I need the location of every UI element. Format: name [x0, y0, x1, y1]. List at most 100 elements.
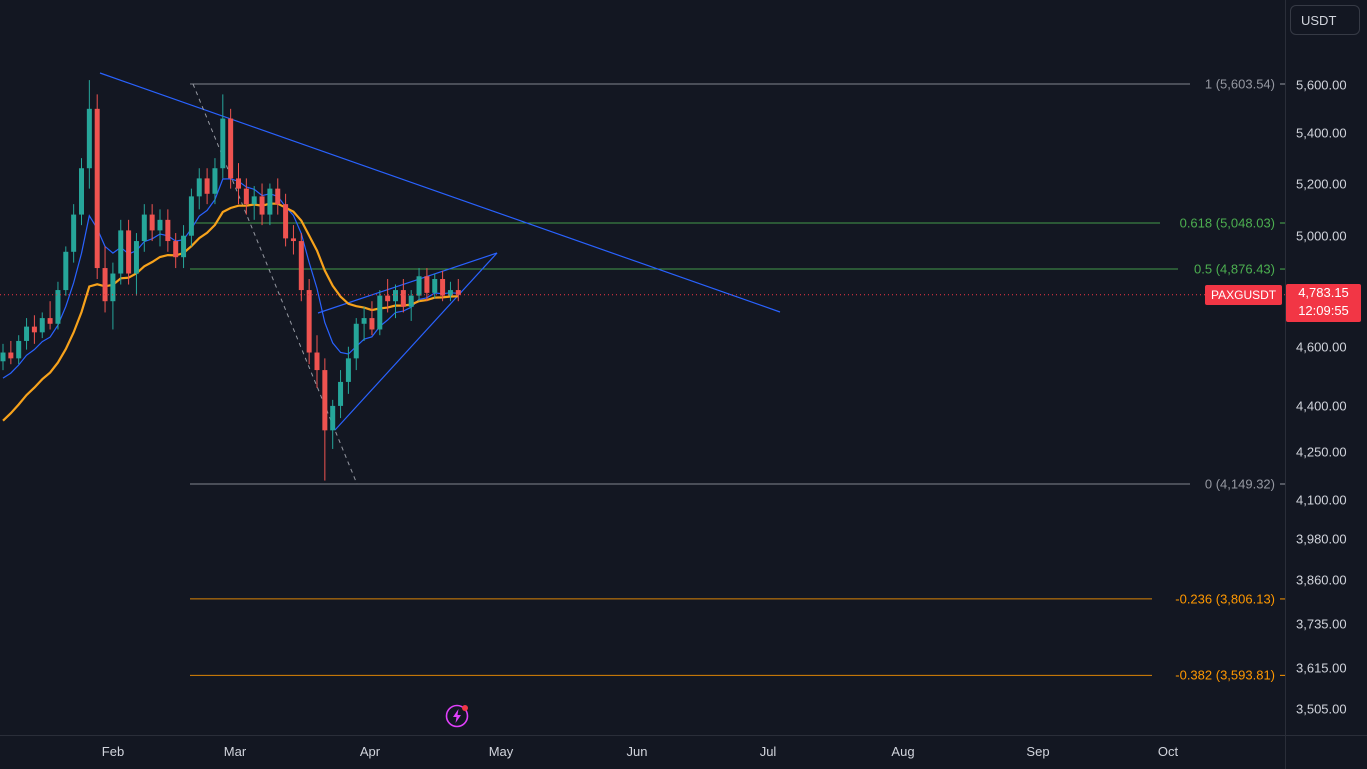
fibonacci-retracement[interactable] [190, 83, 1285, 676]
price-tick-label: 5,200.00 [1296, 176, 1347, 191]
time-tick-label: Sep [1026, 744, 1050, 759]
candle-body [55, 290, 61, 324]
candle-body [385, 295, 391, 302]
candle-body [220, 118, 226, 169]
fib-level-label: 1 (5,603.54) [1204, 76, 1275, 92]
candle-body [47, 318, 53, 324]
candle-body [133, 241, 139, 274]
fib-level-label: 0 (4,149.32) [1204, 476, 1275, 492]
candle-body [322, 370, 328, 431]
trendline-drawings[interactable] [99, 72, 781, 485]
time-tick-label: Oct [1157, 744, 1179, 759]
price-tick-label: 3,735.00 [1296, 616, 1347, 632]
candle-body [0, 352, 6, 362]
currency-button[interactable]: USDT [1290, 5, 1360, 35]
candle-body [338, 381, 344, 406]
candle-body [283, 204, 289, 239]
fib-level-label: -0.382 (3,593.81) [1175, 667, 1275, 683]
price-tick-label: 5,600.00 [1296, 77, 1347, 93]
candle-body [149, 214, 155, 231]
candle-body [424, 276, 430, 293]
time-tick-label: Jun [626, 744, 648, 759]
candle-body [8, 352, 14, 359]
bar-countdown: 12:09:55 [1298, 303, 1349, 318]
candle-body [393, 290, 398, 302]
candle-body [236, 178, 241, 189]
candle-body [71, 214, 77, 252]
price-tick-label: 5,000.00 [1296, 228, 1347, 244]
descending-trendline [99, 72, 781, 313]
candle-body [330, 405, 336, 431]
time-tick-label: Aug [891, 744, 915, 759]
price-tick-label: 4,400.00 [1296, 398, 1347, 414]
time-axis[interactable]: Feb Mar Apr May Jun Jul Aug Sep Oct [0, 735, 1285, 769]
price-tick-label: 3,980.00 [1296, 531, 1347, 547]
candle-body [416, 276, 422, 296]
price-tick-label: 3,860.00 [1296, 572, 1347, 588]
candle-body [141, 214, 147, 242]
candle-body [188, 196, 194, 236]
candle-body [369, 318, 375, 330]
fib-level-label: -0.236 (3,806.13) [1175, 591, 1275, 607]
price-chart[interactable] [0, 0, 1285, 735]
candle-body [79, 168, 84, 215]
candle-body [39, 318, 45, 333]
candle-body [173, 241, 179, 258]
last-price-tag: 4,783.15 12:09:55 [1286, 284, 1361, 322]
last-price-value: 4,783.15 [1298, 285, 1349, 300]
candle-body [110, 273, 116, 302]
price-tick-label: 3,505.00 [1296, 701, 1347, 717]
price-tick-label: 4,250.00 [1296, 444, 1347, 460]
fib-level-label: 0.5 (4,876.43) [1194, 261, 1275, 277]
candle-body [408, 295, 414, 307]
candle-body [251, 196, 257, 205]
price-tick-label: 4,600.00 [1296, 339, 1347, 355]
candle-body [345, 358, 351, 382]
candle-body [165, 219, 171, 242]
candle-body [275, 188, 281, 205]
price-tick-label: 4,100.00 [1296, 492, 1347, 508]
currency-button-label: USDT [1301, 12, 1337, 28]
candle-body [86, 108, 92, 169]
candle-body [31, 326, 37, 333]
candle-body [455, 290, 461, 295]
candle-body [440, 279, 446, 296]
fib-level-label: 0.618 (5,048.03) [1179, 215, 1275, 231]
candle-body [377, 295, 383, 330]
slow-moving-average [2, 202, 459, 422]
symbol-tag: PAXGUSDT [1205, 285, 1283, 305]
candle-body [298, 241, 304, 291]
candle-body [63, 251, 69, 291]
wedge-lower-line [334, 252, 498, 431]
candle-body [212, 168, 218, 194]
candle-body [361, 318, 367, 324]
time-tick-label: May [488, 744, 514, 759]
candle-body [243, 188, 249, 205]
price-axis[interactable]: 5,600.00 5,400.00 5,200.00 5,000.00 4,600.00… [1285, 0, 1367, 735]
candle-body [196, 178, 202, 197]
candle-body [118, 230, 124, 274]
candle-body [306, 290, 312, 353]
candle-body [432, 279, 438, 293]
candle-body [447, 290, 453, 296]
candle-body [102, 268, 108, 302]
time-tick-label: Feb [101, 744, 125, 759]
lightning-alert-icon[interactable] [445, 704, 469, 728]
price-tick-label: 5,400.00 [1296, 125, 1347, 141]
candle-body [400, 290, 406, 307]
candle-body [267, 188, 273, 215]
candle-body [126, 230, 132, 274]
candle-body [228, 118, 234, 179]
candlestick-series [0, 80, 461, 481]
candle-body [24, 326, 30, 341]
candle-body [290, 238, 296, 242]
candle-body [181, 235, 187, 258]
candle-body [314, 352, 320, 371]
time-tick-label: Jul [759, 744, 777, 759]
candle-body [157, 219, 163, 231]
candle-body [353, 323, 359, 359]
candle-body [16, 340, 22, 359]
axis-corner [1285, 735, 1367, 769]
candle-body [94, 108, 100, 269]
price-tick-label: 3,615.00 [1296, 660, 1347, 676]
